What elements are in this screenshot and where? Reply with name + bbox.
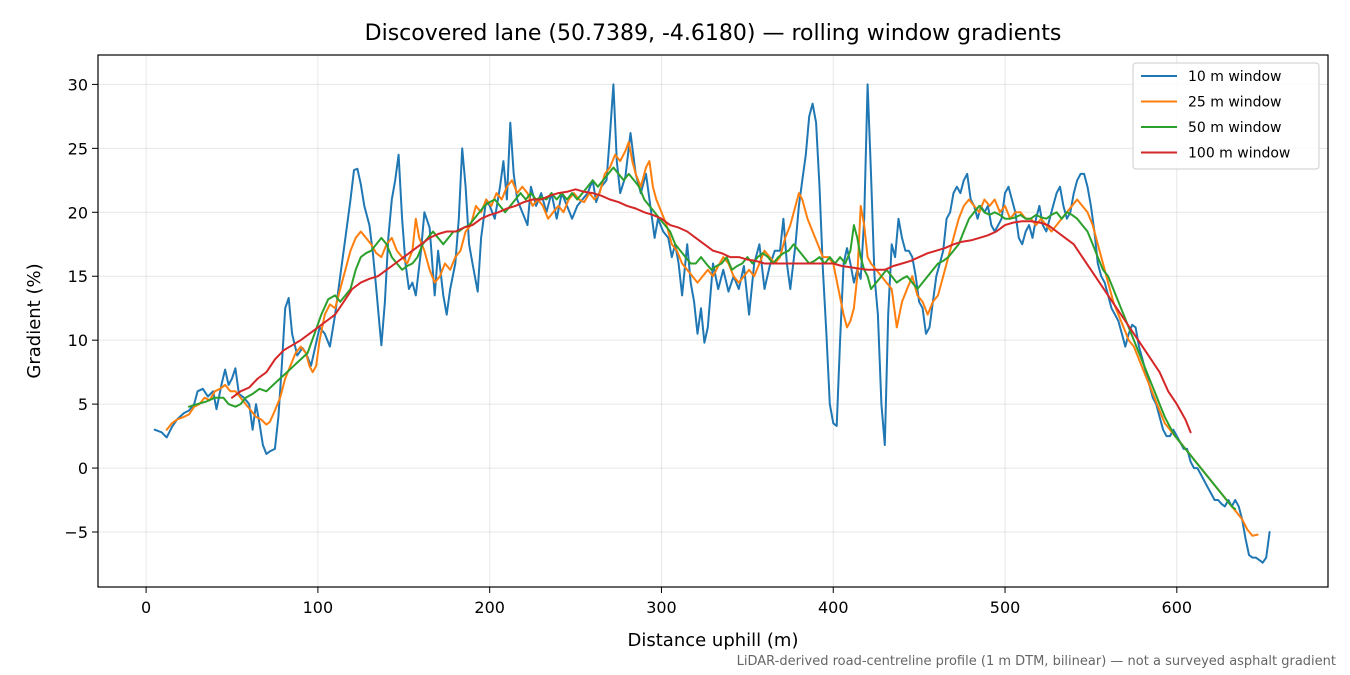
x-tick-label: 100 [303, 598, 334, 617]
y-tick-label: 20 [68, 203, 88, 222]
x-tick-label: 300 [646, 598, 677, 617]
y-tick-label: 30 [68, 75, 88, 94]
y-axis-label: Gradient (%) [24, 263, 45, 378]
legend-label: 25 m window [1188, 95, 1281, 111]
x-tick-label: 200 [474, 598, 505, 617]
x-tick-label: 400 [818, 598, 849, 617]
y-tick-label: 15 [68, 267, 88, 286]
series-line-3 [188, 166, 1237, 510]
legend-label: 100 m window [1188, 146, 1290, 162]
legend-box [1132, 62, 1320, 170]
footnote: LiDAR-derived road-centreline profile (1… [737, 654, 1336, 669]
x-tick-label: 500 [990, 598, 1021, 617]
series-line-4 [231, 188, 1192, 434]
grid [98, 55, 1328, 587]
x-axis-label: Distance uphill (m) [628, 630, 799, 651]
y-tick-label: 25 [68, 139, 88, 158]
x-tick-label: 0 [141, 598, 151, 617]
chart-title: Discovered lane (50.7389, -4.6180) — rol… [365, 21, 1062, 46]
legend-label: 50 m window [1188, 120, 1281, 136]
legend: 10 m window 25 m window 50 m window 100 m w… [1132, 62, 1320, 170]
series-line-1 [153, 83, 1271, 564]
axis-ticks: 0 100 200 300 400 500 600 −5 0 5 10 15 20 25 30 [64, 75, 1192, 617]
plot-frame [97, 54, 1329, 588]
y-tick-label: 10 [68, 331, 88, 350]
legend-label: 10 m window [1188, 69, 1281, 85]
plot-series [153, 83, 1271, 564]
y-tick-label: 0 [78, 459, 88, 478]
y-tick-label: 5 [78, 395, 88, 414]
x-tick-label: 600 [1162, 598, 1193, 617]
y-tick-label: −5 [64, 523, 88, 542]
series-line-2 [165, 141, 1259, 537]
